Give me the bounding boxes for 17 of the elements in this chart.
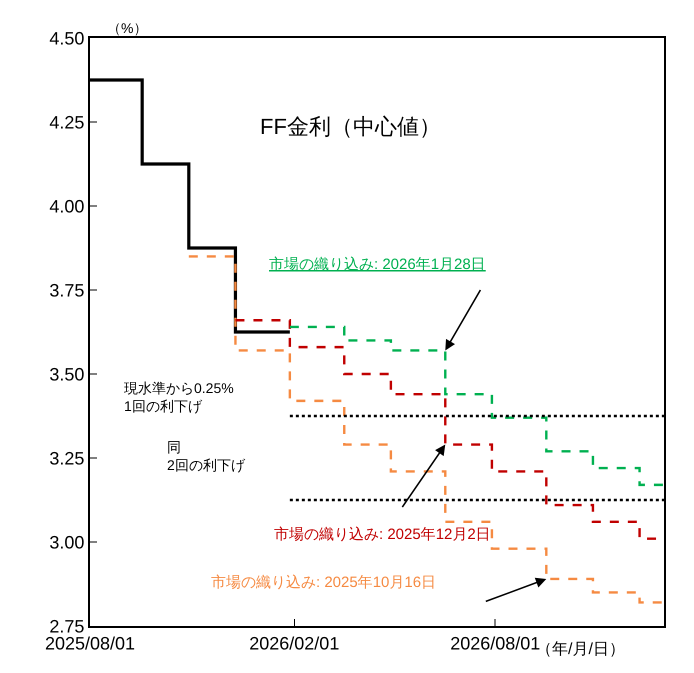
text: 市場の織り込み: 2026年1月28日 (269, 256, 486, 273)
x-tick-label: 2026/02/01 (249, 634, 340, 654)
y-tick-label: 4.50 (49, 28, 84, 48)
y-axis-title: （%） (107, 20, 148, 36)
y-tick-label: 3.25 (49, 448, 84, 468)
text: 市場の織り込み: 2025年10月16日 (211, 574, 436, 591)
text: 市場の織り込み: 2025年12月2日 (274, 526, 491, 543)
text: FF金利（中心値） (260, 114, 441, 139)
y-tick-label: 2.75 (49, 616, 84, 636)
y-tick-label: 3.50 (49, 364, 84, 384)
y-tick-label: 3.75 (49, 280, 84, 300)
annotation: 同 2回の利下げ (167, 439, 246, 474)
annotation: 現水準から0.25% 1回の利下げ (124, 380, 234, 414)
y-tick-label: 4.00 (49, 196, 84, 216)
x-tick-label: 2025/08/01 (44, 634, 136, 654)
y-tick-label: 4.25 (49, 112, 84, 132)
y-tick-label: 3.00 (49, 532, 84, 552)
